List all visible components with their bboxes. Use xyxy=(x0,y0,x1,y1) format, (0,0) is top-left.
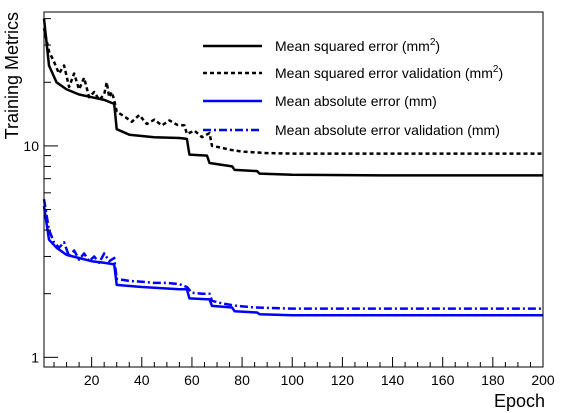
legend-label-3: Mean absolute error (mm) xyxy=(275,93,437,109)
series-line-4 xyxy=(42,198,543,310)
x-axis-title: Epoch xyxy=(494,391,545,411)
x-tick-label: 160 xyxy=(431,372,455,388)
series-layer xyxy=(42,18,543,317)
plot-frame xyxy=(43,11,544,368)
x-tick-label: 60 xyxy=(184,372,200,388)
series-line-3 xyxy=(42,205,543,317)
y-tick-label: 1 xyxy=(31,349,39,365)
x-tick-label: 180 xyxy=(481,372,505,388)
x-tick-label: 200 xyxy=(531,372,555,388)
y-tick-label: 10 xyxy=(23,138,39,154)
x-tick-label: 40 xyxy=(134,372,150,388)
legend: Mean squared error (mm2) Mean squared err… xyxy=(203,37,503,138)
legend-label-1: Mean squared error (mm2) xyxy=(275,37,440,54)
series-line-2 xyxy=(42,28,543,155)
series-line-1 xyxy=(42,18,543,177)
x-tick-label: 100 xyxy=(281,372,305,388)
y-axis-title: Training Metrics xyxy=(2,12,22,139)
legend-label-4: Mean absolute error validation (mm) xyxy=(275,122,500,138)
axis-layer: 20 40 60 80 100 120 140 160 180 200 1 10 xyxy=(23,18,555,388)
x-tick-label: 20 xyxy=(84,372,100,388)
x-tick-label: 140 xyxy=(381,372,405,388)
x-tick-label: 80 xyxy=(234,372,250,388)
x-tick-label: 120 xyxy=(331,372,355,388)
legend-label-2: Mean squared error validation (mm2) xyxy=(275,64,503,81)
